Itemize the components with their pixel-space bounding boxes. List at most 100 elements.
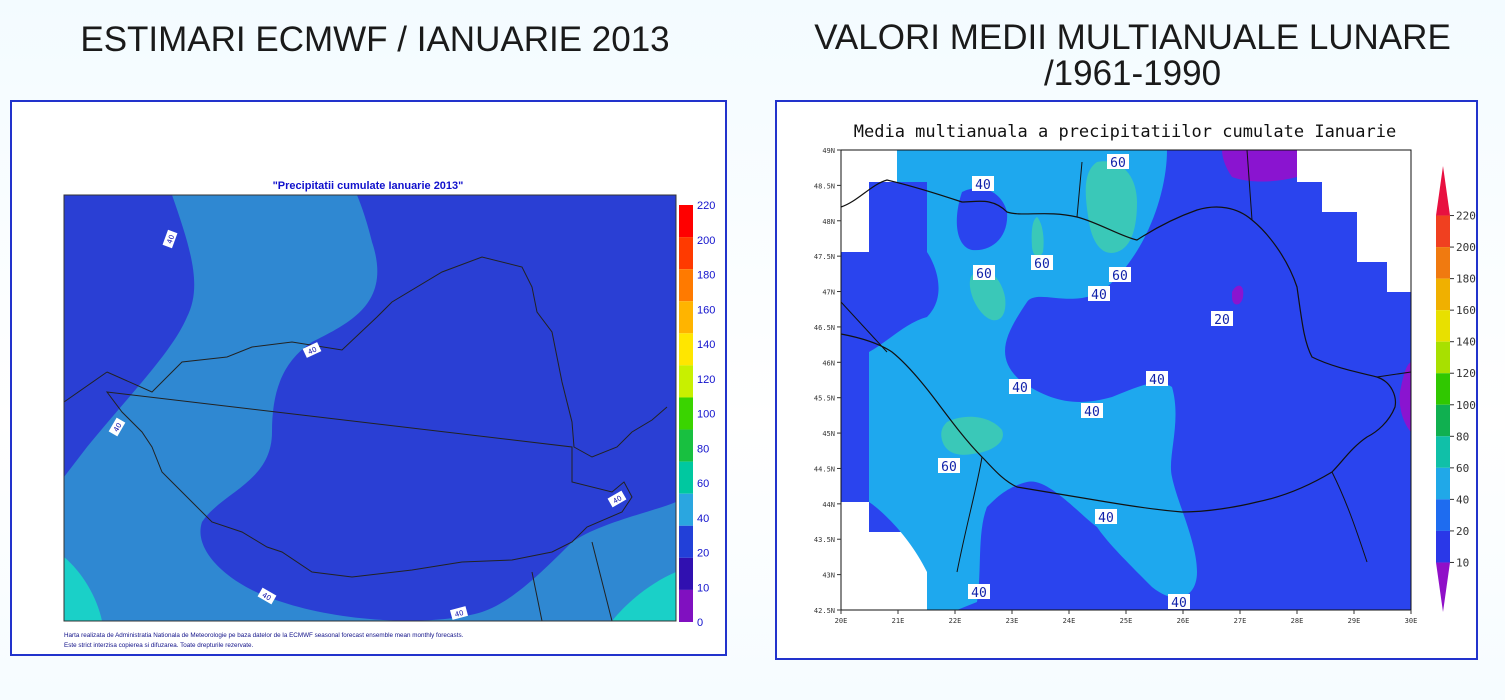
latitude-tick-label: 47.5N <box>814 253 835 261</box>
field-high-north-small <box>1031 217 1044 257</box>
legend-swatch <box>1436 530 1450 563</box>
legend-tick-label: 40 <box>1456 493 1469 506</box>
latitude-tick-label: 48.5N <box>814 182 835 190</box>
left-contour-labels: 40 40 40 40 40 40 <box>108 229 627 620</box>
legend-swatch <box>1436 215 1450 248</box>
legend-swatch <box>679 557 693 590</box>
legend-tick-label: 140 <box>1456 336 1476 349</box>
contour-label: 40 <box>166 234 177 245</box>
right-contour-labels: 40 60 60 60 60 40 20 40 40 40 60 40 40 4… <box>938 154 1233 611</box>
contour-label: 60 <box>1112 269 1128 284</box>
right-legend: 220 200 180 160 140 120 100 80 60 40 20 10 <box>1436 166 1476 612</box>
legend-tick-label: 200 <box>697 235 715 247</box>
contour-label: 40 <box>1012 381 1028 396</box>
romania-border <box>840 179 1397 513</box>
longitude-tick-label: 21E <box>892 617 905 625</box>
legend-swatch <box>679 333 693 366</box>
contour-label-bg <box>302 342 322 358</box>
legend-tick-label: 60 <box>1456 462 1469 475</box>
climatology-map: Media multianuala a precipitatiilor cumu… <box>814 122 1476 625</box>
legend-swatch <box>1436 467 1450 500</box>
latitude-ticks: 49N 48.5N 48N 47.5N 47N 46.5N 46N 45.5N 45N 44.5N… <box>814 147 841 615</box>
legend-swatch <box>679 205 693 238</box>
contour-label: 40 <box>1171 596 1187 611</box>
field-low-precip-west <box>64 195 195 477</box>
legend-swatch <box>679 301 693 334</box>
contour-label: 40 <box>261 591 273 602</box>
contour-label: 60 <box>1034 257 1050 272</box>
latitude-tick-label: 45.5N <box>814 395 835 403</box>
legend-swatch <box>1436 278 1450 311</box>
legend-tick-label: 80 <box>1456 430 1469 443</box>
field-high-precip-se <box>612 572 676 621</box>
field-high-west <box>969 271 1006 321</box>
latitude-tick-label: 46N <box>822 359 835 367</box>
longitude-tick-label: 22E <box>949 617 962 625</box>
right-title-line2: /1961-1990 <box>1043 54 1222 93</box>
latitude-tick-label: 44N <box>822 501 835 509</box>
legend-tick-label: 40 <box>697 513 709 525</box>
field-high-north <box>1085 161 1137 253</box>
legend-tick-label: 20 <box>697 548 709 560</box>
contour-label-bg <box>108 417 126 437</box>
no-data-nw <box>841 150 897 252</box>
legend-swatch <box>1436 562 1450 612</box>
legend-tick-label: 220 <box>697 200 715 212</box>
left-map-frame <box>63 194 677 622</box>
legend-tick-label: 140 <box>697 339 715 351</box>
contour-label-bg <box>449 606 469 620</box>
legend-tick-label: 10 <box>697 582 709 594</box>
climatology-panel: Media multianuala a precipitatiilor cumu… <box>775 100 1478 660</box>
legend-tick-label: 120 <box>697 374 715 386</box>
legend-tick-label: 160 <box>697 304 715 316</box>
legend-swatch <box>1436 341 1450 374</box>
contour-label: 40 <box>975 178 991 193</box>
left-map-field <box>63 194 677 622</box>
contour-label: 40 <box>1098 511 1114 526</box>
legend-swatch <box>679 589 693 622</box>
contour-label: 40 <box>112 422 123 434</box>
field-low-precip-central <box>200 195 676 621</box>
legend-swatch <box>679 397 693 430</box>
contour-label-bg <box>257 587 277 605</box>
longitude-tick-label: 28E <box>1291 617 1304 625</box>
contour-label-bg <box>607 490 627 508</box>
field-lowest-coast <box>1399 362 1411 432</box>
legend-swatch <box>1436 436 1450 468</box>
legend-tick-label: 20 <box>1456 525 1469 538</box>
latitude-tick-label: 47N <box>822 289 835 297</box>
legend-swatch <box>1436 247 1450 279</box>
longitude-tick-label: 29E <box>1348 617 1361 625</box>
longitude-tick-label: 24E <box>1063 617 1076 625</box>
longitude-tick-label: 27E <box>1234 617 1247 625</box>
contour-label: 40 <box>1149 373 1165 388</box>
legend-tick-label: 120 <box>1456 367 1476 380</box>
legend-tick-label: 200 <box>1456 241 1476 254</box>
right-map-title: Media multianuala a precipitatiilor cumu… <box>854 122 1396 142</box>
latitude-tick-label: 43.5N <box>814 536 835 544</box>
legend-swatch <box>1436 166 1450 216</box>
legend-tick-label: 100 <box>1456 399 1476 412</box>
legend-swatch <box>679 429 693 462</box>
legend-swatch <box>1436 310 1450 342</box>
longitude-tick-label: 23E <box>1006 617 1019 625</box>
field-mid-precip <box>869 150 1197 610</box>
contour-label: 60 <box>1110 156 1126 171</box>
legend-tick-label: 180 <box>1456 273 1476 286</box>
longitude-ticks: 20E 21E 22E 23E 24E 25E 26E 27E 28E 29E 30E <box>835 610 1417 625</box>
field-lowest-north <box>1222 150 1297 182</box>
legend-swatch <box>679 365 693 398</box>
legend-swatch <box>679 493 693 526</box>
legend-tick-label: 10 <box>1456 556 1469 569</box>
romania-border <box>105 256 668 578</box>
longitude-tick-label: 20E <box>835 617 848 625</box>
latitude-tick-label: 42.5N <box>814 607 835 615</box>
neighbor-borders <box>63 371 613 622</box>
contour-label: 40 <box>612 494 624 505</box>
contour-label: 40 <box>971 586 987 601</box>
legend-tick-label: 80 <box>697 443 709 455</box>
legend-tick-label: 160 <box>1456 304 1476 317</box>
legend-swatch <box>679 525 693 558</box>
field-high-precip-sw <box>64 557 102 621</box>
contour-label: 40 <box>1084 405 1100 420</box>
